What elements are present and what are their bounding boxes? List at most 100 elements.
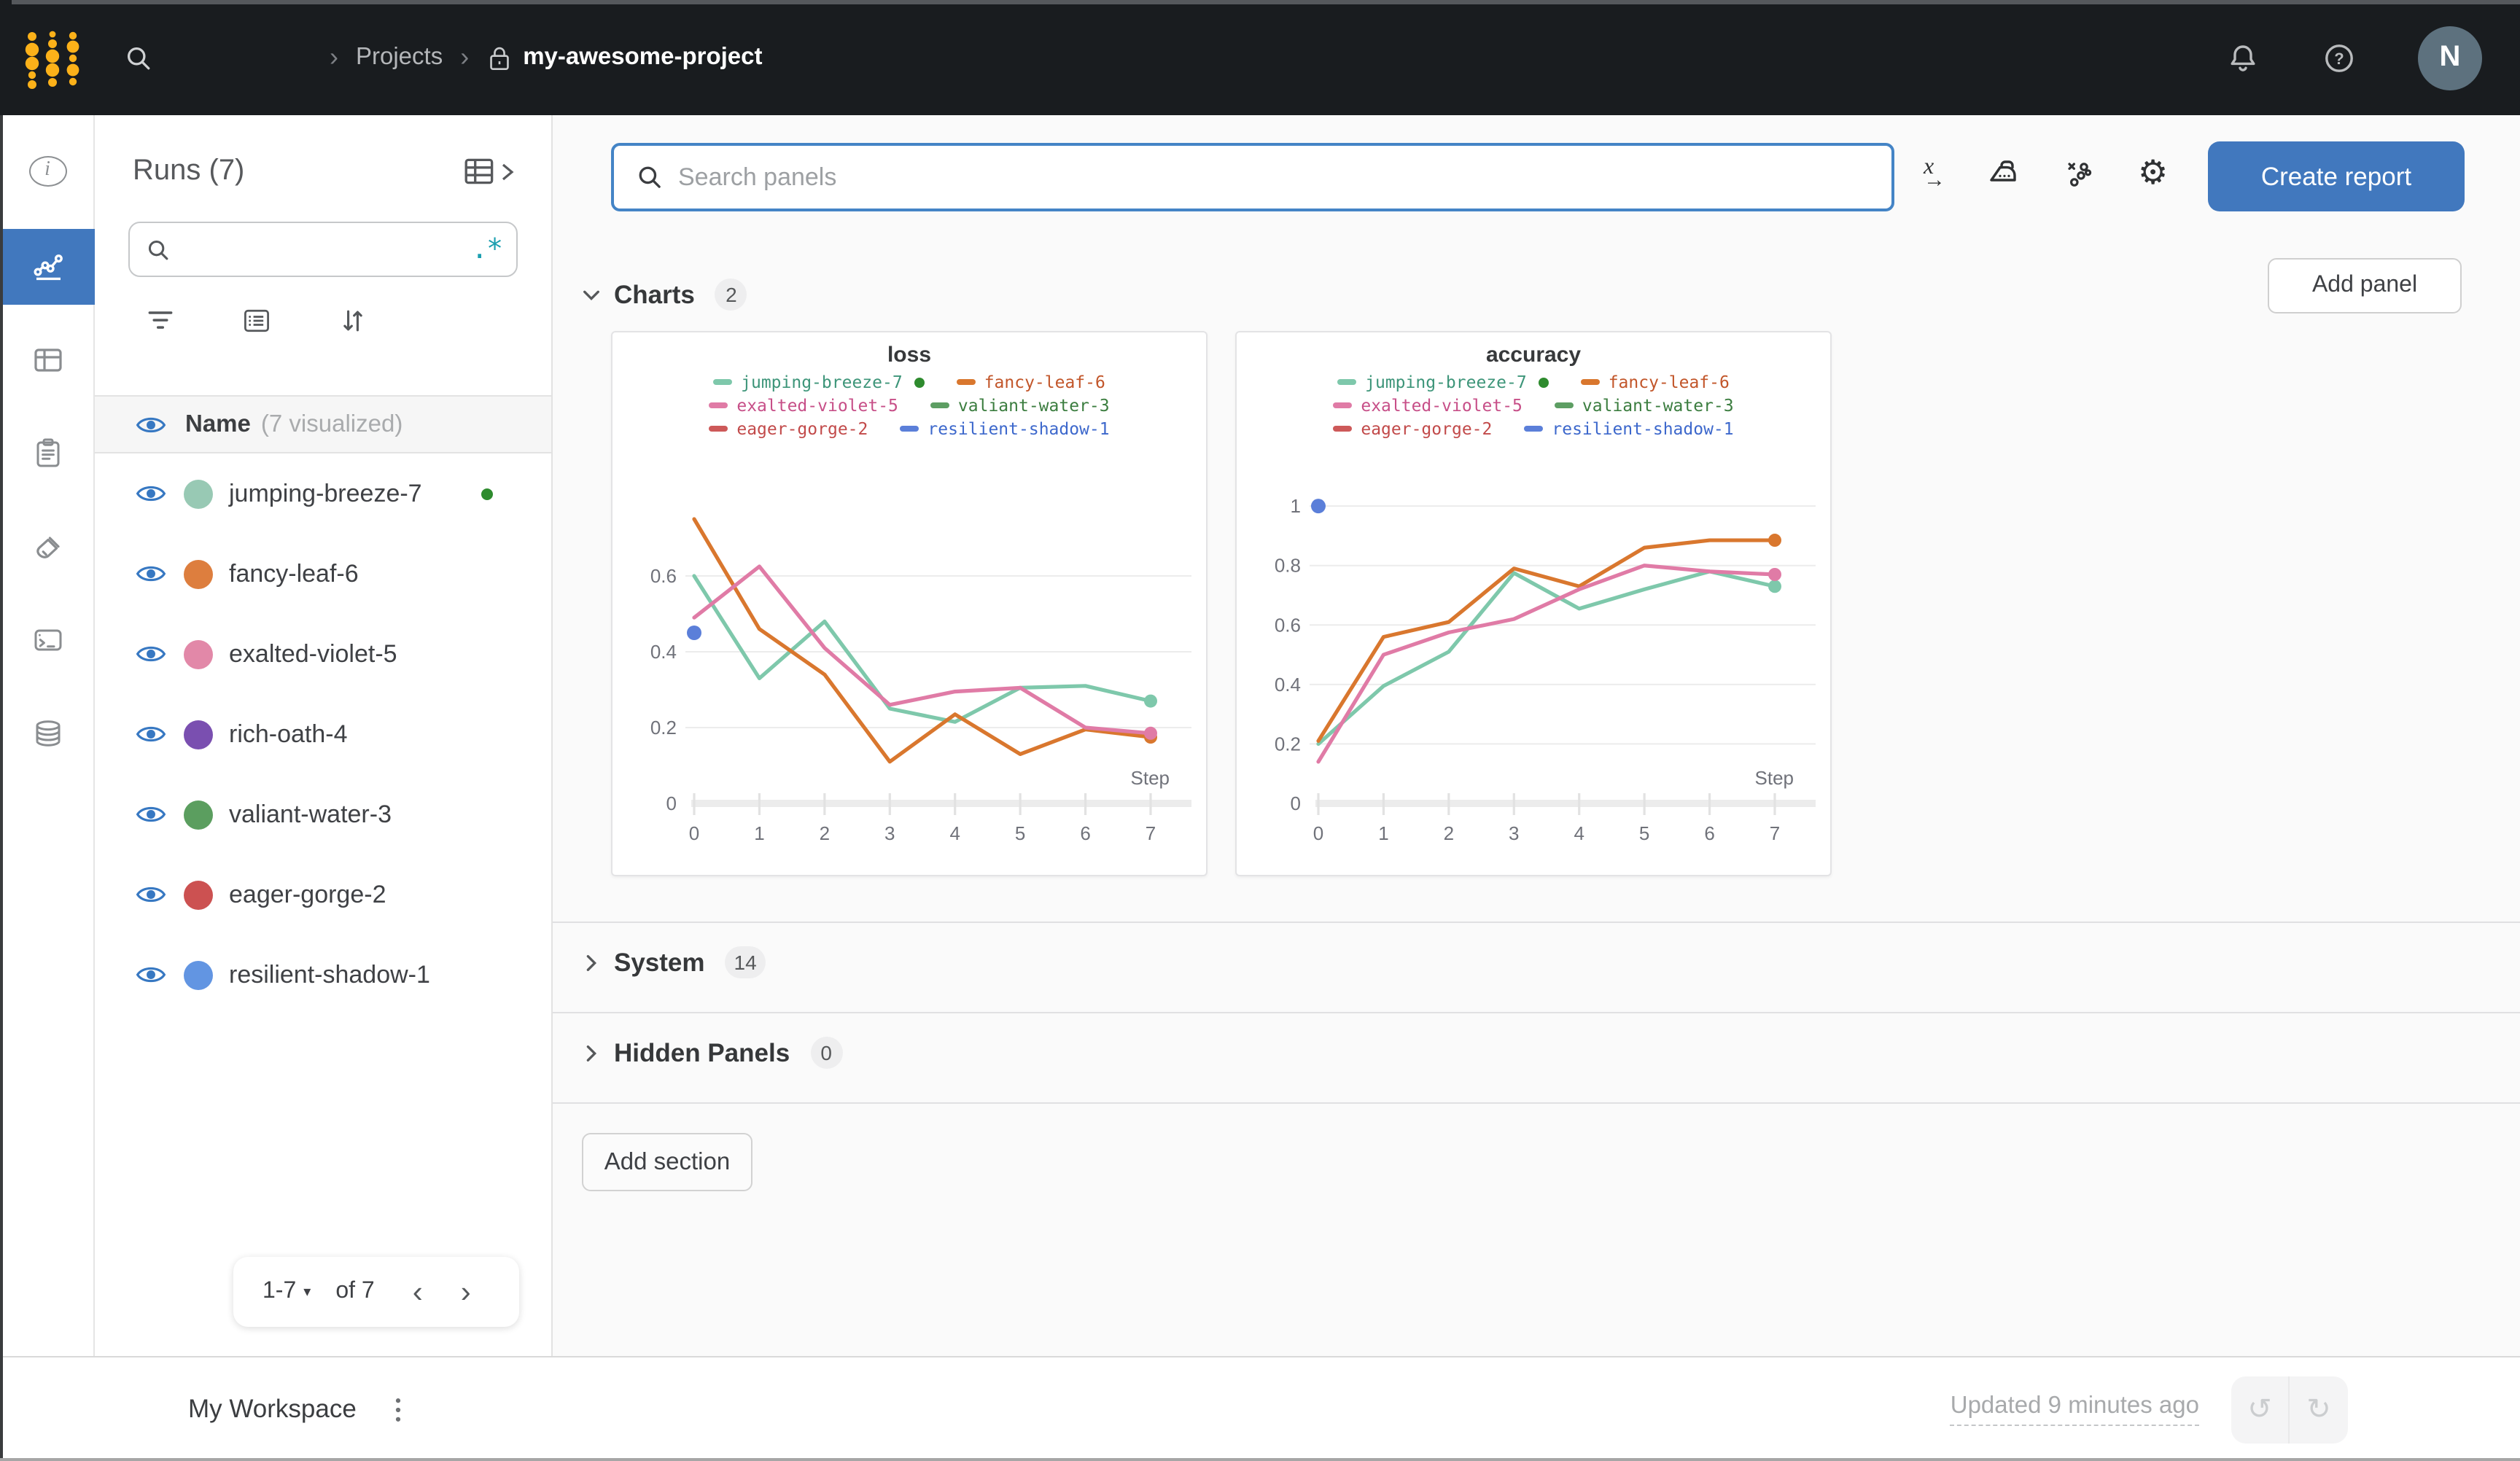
svg-text:7: 7 [1146, 822, 1156, 844]
expand-runs-table-button[interactable] [462, 153, 516, 190]
svg-text:0: 0 [689, 822, 699, 844]
name-column-label: Name [185, 410, 251, 437]
run-name[interactable]: valiant-water-3 [229, 800, 392, 827]
panel-search-input[interactable] [678, 163, 1891, 192]
run-name[interactable]: exalted-violet-5 [229, 639, 397, 667]
pagination-caret-icon[interactable]: ▾ [303, 1284, 311, 1300]
run-visibility-eye-icon[interactable] [136, 719, 166, 749]
legend-entry[interactable]: exalted-violet-5 [709, 395, 898, 416]
chart-panel-loss[interactable]: 0 0.2 0.4 0.6 0 1 2 3 4 5 6 7 Step loss jumping-bree… [611, 331, 1208, 876]
legend-entry[interactable]: jumping-breeze-7 [713, 372, 925, 392]
legend-entry[interactable]: fancy-leaf-6 [956, 372, 1105, 392]
svg-text:Step: Step [1131, 767, 1170, 789]
legend-label: resilient-shadow-1 [928, 418, 1110, 439]
visibility-all-eye-icon[interactable] [136, 409, 166, 440]
undo-button[interactable]: ↺ [2231, 1376, 2290, 1443]
regex-toggle-icon[interactable]: .* [471, 233, 503, 265]
run-visibility-eye-icon[interactable] [136, 478, 166, 509]
nav-logs-icon[interactable] [0, 416, 95, 491]
section-divider [553, 922, 2520, 923]
nav-workspace-charts-icon[interactable] [0, 229, 95, 305]
global-search-icon[interactable] [122, 42, 155, 74]
legend-entry[interactable]: fancy-leaf-6 [1580, 372, 1730, 392]
section-count-badge: 0 [810, 1037, 843, 1069]
legend-label: valiant-water-3 [1582, 395, 1734, 416]
add-panel-button[interactable]: Add panel [2268, 258, 2462, 313]
run-row[interactable]: valiant-water-3 [95, 774, 551, 854]
group-list-icon[interactable] [241, 305, 273, 337]
section-header-system[interactable]: System 14 [582, 946, 766, 978]
run-row[interactable]: fancy-leaf-6 [95, 534, 551, 614]
pagination-range-dropdown[interactable]: 1-7 [262, 1279, 297, 1304]
topbar-actions: ? N [2225, 26, 2520, 90]
run-name[interactable]: jumping-breeze-7 [229, 479, 422, 507]
svg-text:0.4: 0.4 [1275, 674, 1301, 696]
section-header-charts[interactable]: Charts 2 [582, 278, 747, 311]
updated-timestamp[interactable]: Updated 9 minutes ago [1950, 1392, 2199, 1426]
add-section-button[interactable]: Add section [582, 1133, 752, 1191]
legend-entry[interactable]: resilient-shadow-1 [1524, 418, 1734, 439]
create-report-button[interactable]: Create report [2208, 141, 2465, 211]
nav-terminal-icon[interactable] [0, 602, 95, 678]
legend-entry[interactable]: eager-gorge-2 [1333, 418, 1492, 439]
nav-sweeps-icon[interactable] [0, 509, 95, 585]
run-name[interactable]: eager-gorge-2 [229, 880, 386, 908]
runs-search-input[interactable] [184, 237, 472, 262]
svg-text:6: 6 [1080, 822, 1090, 844]
run-visibility-eye-icon[interactable] [136, 959, 166, 990]
nav-artifacts-icon[interactable] [0, 696, 95, 771]
nav-table-icon[interactable] [0, 322, 95, 398]
chart-panel-accuracy[interactable]: 0 0.2 0.4 0.6 0.8 1 0 1 2 3 4 5 6 7 Step accuracy jump… [1235, 331, 1832, 876]
svg-text:1: 1 [1291, 495, 1301, 517]
sort-icon[interactable] [337, 305, 369, 337]
breadcrumb-project-name[interactable]: my-awesome-project [523, 44, 763, 70]
breadcrumb-projects-link[interactable]: Projects [356, 44, 443, 70]
legend-swatch [900, 426, 919, 432]
run-name[interactable]: resilient-shadow-1 [229, 960, 430, 988]
run-visibility-eye-icon[interactable] [136, 799, 166, 830]
legend-entry[interactable]: valiant-water-3 [1554, 395, 1734, 416]
run-row[interactable]: resilient-shadow-1 [95, 935, 551, 1015]
settings-gear-icon[interactable]: ⚙ [2138, 153, 2169, 191]
filter-icon[interactable] [144, 305, 176, 337]
svg-text:0.4: 0.4 [650, 641, 677, 663]
section-header-hidden-panels[interactable]: Hidden Panels 0 [582, 1037, 843, 1069]
legend-swatch [1337, 379, 1357, 385]
notifications-bell-icon[interactable] [2225, 40, 2260, 75]
legend-entry[interactable]: valiant-water-3 [930, 395, 1110, 416]
wandb-logo[interactable] [20, 24, 88, 91]
legend-entry[interactable]: resilient-shadow-1 [900, 418, 1110, 439]
svg-text:?: ? [2334, 49, 2344, 67]
help-icon[interactable]: ? [2322, 40, 2357, 75]
pagination-next-button[interactable]: › [460, 1275, 471, 1309]
run-visibility-eye-icon[interactable] [136, 558, 166, 589]
svg-text:4: 4 [949, 822, 960, 844]
run-name[interactable]: fancy-leaf-6 [229, 559, 359, 587]
run-row[interactable]: jumping-breeze-7 [95, 453, 551, 534]
run-row[interactable]: eager-gorge-2 [95, 854, 551, 935]
run-visibility-eye-icon[interactable] [136, 879, 166, 910]
run-name[interactable]: rich-oath-4 [229, 720, 348, 747]
svg-text:Step: Step [1755, 767, 1794, 789]
redo-button[interactable]: ↻ [2290, 1376, 2348, 1443]
workspace-title: My Workspace [188, 1394, 357, 1423]
legend-entry[interactable]: eager-gorge-2 [709, 418, 868, 439]
x-axis-settings-icon[interactable]: x → [1924, 154, 1945, 192]
run-row[interactable]: rich-oath-4 [95, 694, 551, 774]
legend-entry[interactable]: jumping-breeze-7 [1337, 372, 1549, 392]
section-divider [553, 1102, 2520, 1104]
smoothing-iron-icon[interactable] [1986, 155, 2021, 190]
nav-overview-icon[interactable]: i [0, 133, 95, 209]
run-visibility-eye-icon[interactable] [136, 639, 166, 669]
workspace-main: x→ ⚙ Create report Charts 2 Add panel 00… [553, 115, 2520, 1356]
run-row[interactable]: exalted-violet-5 [95, 614, 551, 694]
workspace-menu-kebab-icon[interactable] [383, 1393, 415, 1425]
pagination-prev-button[interactable]: ‹ [412, 1275, 423, 1309]
outliers-icon[interactable] [2062, 155, 2097, 190]
avatar[interactable]: N [2418, 26, 2482, 90]
svg-text:1: 1 [754, 822, 764, 844]
workspace-footer: My Workspace Updated 9 minutes ago ↺ ↻ [0, 1356, 2520, 1461]
legend-label: eager-gorge-2 [736, 418, 868, 439]
legend-entry[interactable]: exalted-violet-5 [1333, 395, 1522, 416]
